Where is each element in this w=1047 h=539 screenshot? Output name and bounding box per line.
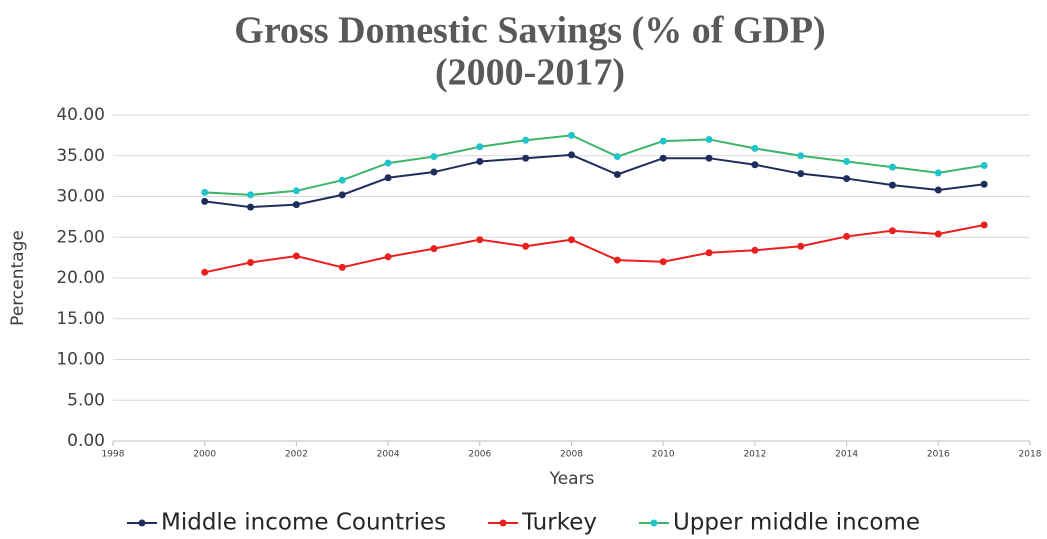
series-marker: [705, 154, 713, 162]
series-marker: [201, 197, 209, 205]
series-marker: [292, 201, 300, 209]
series-marker: [568, 151, 575, 159]
series-marker: [613, 256, 621, 264]
x-axis-label: Years: [549, 469, 595, 489]
series-marker: [476, 236, 484, 244]
legend-label: Middle income Countries: [161, 510, 446, 536]
y-axis-label: Percentage: [8, 230, 28, 326]
y-tick-label: 0.00: [67, 431, 105, 451]
series-marker: [797, 170, 805, 178]
series-marker: [888, 227, 896, 235]
series-marker: [934, 169, 942, 177]
x-tick-label: 2014: [835, 450, 858, 460]
series-line: [204, 224, 985, 274]
y-tick-label: 15.00: [56, 309, 105, 329]
series-marker: [430, 168, 438, 176]
x-tick-label: 2018: [1019, 450, 1042, 460]
x-tick-label: 2002: [285, 450, 308, 460]
series-marker: [843, 157, 851, 165]
series-marker: [247, 203, 255, 211]
series-marker: [613, 170, 621, 178]
series-marker: [292, 187, 300, 195]
series-marker: [980, 221, 988, 229]
series-marker: [659, 258, 667, 266]
series-marker: [797, 152, 805, 160]
series-marker: [476, 157, 484, 165]
y-tick-label: 10.00: [56, 350, 105, 370]
series-marker: [705, 135, 713, 143]
x-tick-label: 2016: [927, 450, 950, 460]
series-marker: [338, 263, 346, 271]
chart-title: Gross Domestic Savings (% of GDP): [234, 10, 825, 52]
chart-subtitle: (2000-2017): [435, 52, 625, 94]
series-marker: [934, 186, 942, 194]
y-tick-label: 25.00: [56, 227, 105, 247]
x-tick-label: 2008: [560, 450, 583, 460]
series-marker: [430, 153, 438, 161]
series-marker: [522, 154, 530, 162]
series-marker: [659, 154, 667, 162]
x-tick-label: 2000: [193, 450, 216, 460]
legend-marker: [499, 519, 507, 527]
series-marker: [613, 153, 621, 161]
series-line: [204, 153, 985, 209]
series-marker: [980, 180, 988, 188]
series-marker: [751, 246, 759, 254]
x-tick-label: 1998: [102, 450, 125, 460]
series-marker: [888, 181, 896, 189]
series-marker: [659, 137, 667, 145]
x-tick-label: 2006: [468, 450, 491, 460]
series-marker: [888, 163, 896, 171]
legend-label: Turkey: [521, 510, 597, 536]
y-tick-label: 30.00: [56, 187, 105, 207]
series-marker: [980, 162, 988, 170]
series-marker: [201, 268, 209, 276]
series-marker: [430, 245, 438, 253]
legend-marker: [138, 519, 146, 527]
series-marker: [568, 131, 575, 139]
series-marker: [705, 249, 713, 257]
y-tick-label: 5.00: [67, 390, 105, 410]
series-marker: [522, 136, 530, 144]
series-marker: [934, 230, 942, 238]
series-marker: [384, 159, 392, 167]
x-tick-label: 2010: [652, 450, 675, 460]
series-marker: [751, 144, 759, 152]
series-marker: [201, 188, 209, 196]
y-tick-label: 35.00: [56, 146, 105, 166]
series-marker: [797, 242, 805, 250]
legend-label: Upper middle income: [673, 510, 920, 536]
series-line: [204, 134, 985, 196]
legend-marker: [650, 519, 658, 527]
x-tick-label: 2012: [743, 450, 766, 460]
y-tick-label: 40.00: [56, 105, 105, 125]
series-marker: [843, 175, 851, 183]
series-marker: [338, 176, 346, 184]
series-marker: [292, 252, 300, 260]
series-marker: [384, 174, 392, 182]
series-marker: [476, 143, 484, 151]
y-tick-label: 20.00: [56, 268, 105, 288]
series-marker: [247, 191, 255, 199]
series-marker: [751, 161, 759, 169]
series-marker: [384, 253, 392, 261]
series-marker: [568, 236, 575, 244]
series-marker: [843, 232, 851, 240]
series-marker: [338, 191, 346, 199]
series-marker: [522, 242, 530, 250]
x-tick-label: 2004: [377, 450, 400, 460]
series-marker: [247, 259, 255, 267]
